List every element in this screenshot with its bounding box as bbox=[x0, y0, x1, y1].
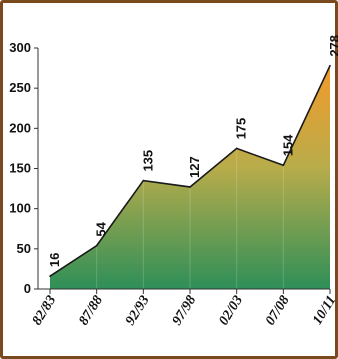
x-tick-label: 10/11 bbox=[310, 293, 338, 327]
data-point bbox=[329, 64, 331, 67]
x-tick-label: 07/08 bbox=[263, 293, 293, 328]
data-label: 175 bbox=[234, 118, 249, 140]
data-labels: 16 54 135 127 175 154 278 bbox=[47, 35, 338, 267]
data-point bbox=[49, 275, 51, 277]
y-tick-label: 0 bbox=[24, 281, 31, 296]
data-label: 278 bbox=[327, 35, 338, 57]
y-tick-label: 150 bbox=[9, 161, 31, 176]
y-tick-label: 50 bbox=[17, 241, 31, 256]
data-label: 154 bbox=[280, 134, 295, 156]
data-point bbox=[282, 164, 285, 167]
x-tick-label: 97/98 bbox=[170, 293, 200, 328]
x-tick-label: 02/03 bbox=[216, 293, 246, 328]
y-tick-label: 300 bbox=[9, 40, 31, 55]
y-axis: 0 50 100 150 200 250 300 bbox=[9, 40, 39, 296]
y-tick-label: 250 bbox=[9, 80, 31, 95]
x-axis: 82/83 87/88 92/93 97/98 02/03 07/08 10/11 bbox=[30, 288, 338, 328]
x-tick-label: 82/83 bbox=[30, 293, 60, 328]
data-point bbox=[189, 186, 191, 188]
data-point bbox=[142, 179, 145, 182]
data-label: 16 bbox=[47, 253, 62, 267]
x-tick-label: 87/88 bbox=[76, 293, 106, 328]
area-fill bbox=[50, 65, 330, 289]
data-label: 135 bbox=[140, 150, 155, 172]
y-tick-label: 100 bbox=[9, 201, 31, 216]
data-point bbox=[235, 147, 238, 150]
data-label: 127 bbox=[187, 156, 202, 178]
data-point bbox=[95, 244, 98, 247]
plot-area bbox=[49, 64, 331, 289]
x-tick-label: 92/93 bbox=[123, 293, 153, 328]
y-tick-label: 200 bbox=[9, 120, 31, 135]
data-label: 54 bbox=[94, 221, 109, 236]
